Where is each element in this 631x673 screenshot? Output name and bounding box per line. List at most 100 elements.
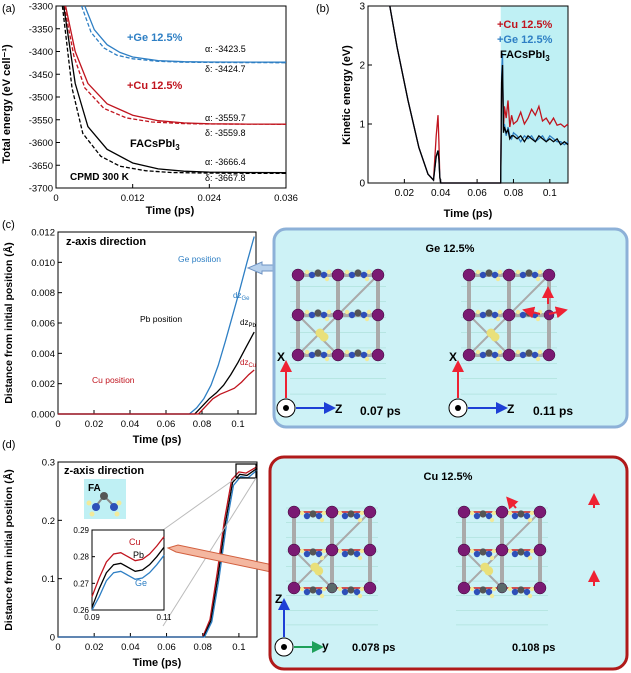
fa-nitrogen-atom: [110, 503, 118, 511]
cu-alpha-value: α: -3559.7: [205, 113, 246, 123]
x-tick-label: 0.06: [157, 642, 176, 653]
x-tick-label: 0: [55, 419, 60, 430]
series-line-pb: [58, 467, 258, 638]
fa-hydrogen-atom: [469, 548, 475, 554]
snapshot-time-d2: 0.108 ps: [512, 642, 555, 654]
fa-carbon-atom: [354, 269, 362, 277]
cu-position-label: Cu position: [92, 375, 135, 385]
inset-y-tick-label: 0.29: [73, 526, 89, 535]
dz-pb-main: dz: [240, 318, 248, 327]
panel-d-axes: 0 0.02 0.04 0.06 0.08 0.1 0 0.1 0.2 0.3: [42, 458, 246, 654]
dopant-atom: [326, 582, 338, 594]
fa-nitrogen-atom: [303, 550, 311, 558]
x-tick-label: 0.02: [85, 419, 104, 430]
pb-position-label: Pb position: [140, 314, 182, 324]
kinetic-highlight-region: [500, 6, 568, 183]
inset-frame: [91, 529, 165, 611]
pb-atom: [457, 505, 471, 519]
pb-atom: [502, 308, 516, 322]
dopant-atom: [543, 309, 555, 321]
pb-atom: [533, 543, 547, 557]
inset-y-tick-label: 0.26: [73, 606, 89, 615]
inset-lines: [91, 536, 165, 611]
pb-atom: [462, 268, 476, 282]
fa-carbon-atom: [485, 309, 493, 317]
inset-label-pb: Pb: [133, 550, 144, 560]
y-tick-label: 0.000: [31, 410, 55, 421]
fa-hydrogen-atom: [364, 356, 370, 362]
fa-hydrogen-atom: [469, 510, 475, 516]
fa-carbon-atom: [517, 586, 525, 594]
fa-hydrogen-atom: [337, 548, 343, 554]
panel-d-ylabel: Distance from initial position (Å): [2, 469, 15, 631]
series-line-facspbi3-: [61, 5, 286, 174]
y-tick-label: 0.012: [31, 228, 55, 239]
panel-b-legend-facs-sub: 3: [545, 54, 550, 63]
ge-structure-title: Ge 12.5%: [426, 243, 475, 255]
lattice-ge-0.07ps: [290, 268, 386, 395]
pb-atom: [462, 308, 476, 322]
fa-carbon-atom: [354, 309, 362, 317]
y-tick-label: 1: [359, 120, 365, 131]
fa-hydrogen-atom: [86, 500, 92, 506]
series-line-dzpb: [58, 331, 255, 415]
axis-dot: [455, 405, 461, 411]
inset-label-ge: Ge: [135, 578, 147, 588]
panel-a-facs-label: FACsPbI3: [130, 138, 180, 152]
axis-x-label: X: [277, 350, 285, 364]
fa-nitrogen-atom: [360, 351, 368, 359]
panel-b: (b) 0.02 0.04 0.06 0.08 0.1 0 1 2 3 Kinetic ener…: [316, 2, 569, 220]
fa-nitrogen-atom: [320, 271, 328, 279]
axis-y-label: y: [322, 639, 329, 653]
panel-c-lines: [58, 236, 255, 415]
pb-atom: [495, 505, 509, 519]
fa-carbon-atom: [517, 548, 525, 556]
fa-hydrogen-atom: [114, 511, 120, 517]
fa-hydrogen-atom: [304, 349, 310, 355]
fa-nitrogen-atom: [519, 351, 527, 359]
pb-atom: [371, 348, 385, 362]
axis-z-label: Z: [335, 402, 342, 416]
fa-hydrogen-atom: [527, 593, 533, 599]
pb-atom: [291, 348, 305, 362]
y-tick-label: -3400: [29, 47, 53, 58]
fa-nitrogen-atom: [511, 550, 519, 558]
panel-a-lines: [61, 5, 287, 174]
fa-nitrogen-atom: [491, 271, 499, 279]
fa-hydrogen-atom: [497, 269, 503, 275]
fa-hydrogen-atom: [535, 276, 541, 282]
y-tick-label: 3: [359, 2, 365, 13]
dz-pb-sub: Pb: [248, 323, 256, 329]
fa-hydrogen-atom: [326, 309, 332, 315]
fa-hydrogen-atom: [304, 269, 310, 275]
panel-c-label: (c): [2, 219, 15, 231]
panel-a-facs-main: FACsPbI: [130, 138, 175, 150]
dz-ge-sub: Ge: [241, 296, 250, 302]
pb-atom: [457, 543, 471, 557]
panel-d-label: (d): [2, 439, 15, 451]
fa-carbon-atom: [100, 492, 108, 500]
fa-nitrogen-atom: [341, 550, 349, 558]
snapshot-time-2: 0.11 ps: [533, 404, 573, 418]
fa-nitrogen-atom: [473, 588, 481, 596]
fa-hydrogen-atom: [299, 586, 305, 592]
x-tick-label: 0.06: [157, 419, 176, 430]
y-tick-label: -3450: [29, 70, 53, 81]
x-tick-label: 0.1: [232, 642, 245, 653]
y-tick-label: -3550: [29, 115, 53, 126]
cu-delta-value: δ: -3559.8: [205, 128, 246, 138]
fa-hydrogen-atom: [366, 349, 372, 355]
inset-label-cu: Cu: [129, 537, 141, 547]
y-tick-label: 0: [359, 179, 365, 190]
fa-carbon-atom: [485, 349, 493, 357]
pb-atom: [502, 348, 516, 362]
panel-b-legend-ge: +Ge 12.5%: [497, 34, 553, 46]
fa-nitrogen-atom: [315, 512, 323, 520]
fa-carbon-atom: [347, 510, 355, 518]
fa-nitrogen-atom: [353, 512, 361, 520]
pb-atom: [371, 308, 385, 322]
fa-nitrogen-atom: [485, 588, 493, 596]
y-tick-label: -3650: [29, 161, 53, 172]
axis-indicator-c2: X Z: [448, 350, 514, 418]
x-tick-label: 0.04: [431, 188, 451, 199]
